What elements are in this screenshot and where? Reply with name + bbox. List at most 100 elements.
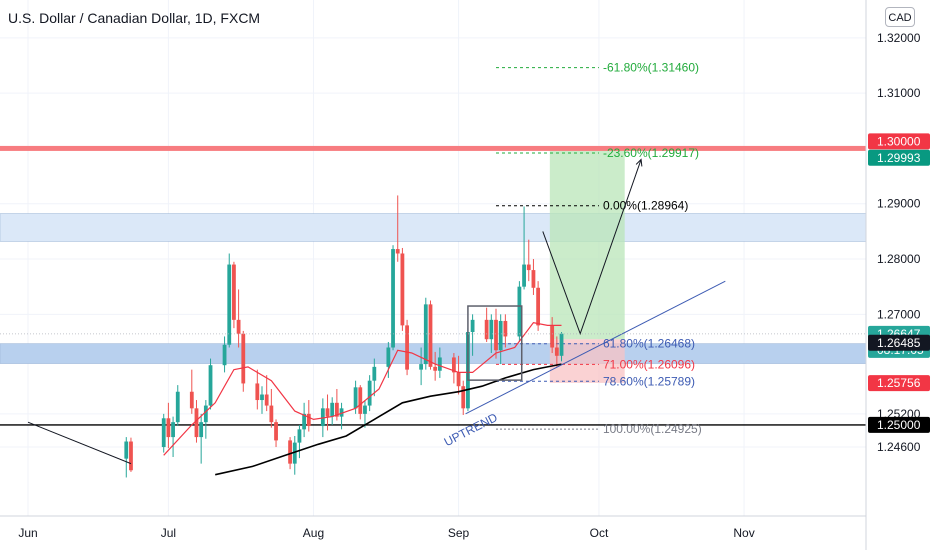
candle-body — [531, 270, 536, 288]
chart-title: U.S. Dollar / Canadian Dollar, 1D, FXCM — [8, 10, 261, 26]
uptrend-label: UPTREND — [442, 410, 500, 449]
price-label-bg — [868, 334, 930, 351]
candle-body — [423, 304, 428, 365]
projection-arrow-icon — [635, 158, 643, 167]
candle-body — [554, 347, 559, 356]
candle-body — [550, 325, 555, 348]
support-resistance-zone — [0, 343, 866, 364]
downtrend-line — [27, 421, 132, 465]
candle-body — [386, 347, 391, 367]
candle-body — [302, 413, 307, 430]
candle-body — [391, 249, 395, 348]
projection-path — [542, 159, 642, 336]
price-label-badge: 1.29993 — [868, 149, 930, 166]
candle-body — [470, 319, 475, 333]
candle-body — [498, 320, 503, 351]
candle-body — [400, 253, 405, 326]
candle-body — [208, 365, 213, 406]
y-tick-label: 1.28000 — [877, 252, 921, 266]
fib-level-label: 78.60%(1.25789) — [603, 374, 695, 388]
price-label-text: 1.26485 — [877, 336, 921, 350]
candle-body — [203, 405, 208, 423]
candle-body — [269, 405, 274, 423]
candle-body — [395, 249, 400, 254]
candle-body — [260, 394, 264, 401]
candle-body — [330, 402, 335, 417]
candle-body — [292, 442, 297, 464]
fib-level-label: 0.00%(1.28964) — [603, 199, 688, 213]
candle-body — [494, 319, 498, 351]
candle-body — [456, 372, 461, 387]
candle-body — [175, 391, 180, 423]
candle-body — [288, 440, 292, 464]
y-tick-label: 1.27000 — [877, 307, 921, 321]
fib-level-label: 61.80%(1.26468) — [603, 337, 695, 351]
currency-badge[interactable]: CAD — [885, 7, 915, 27]
fib-level-label: -23.60%(1.29917) — [603, 146, 699, 160]
candle-body — [451, 357, 456, 373]
candle-body — [166, 418, 171, 438]
candle-body — [559, 333, 564, 356]
candle-body — [419, 364, 424, 370]
candle-body — [274, 422, 278, 441]
candle-body — [363, 405, 367, 414]
price-label-bg — [868, 416, 930, 433]
candle-body — [241, 333, 246, 384]
candle-body — [372, 366, 377, 381]
price-label-text: 1.25756 — [877, 376, 921, 390]
candle-body — [320, 408, 325, 427]
candle-body — [124, 441, 129, 459]
candle-body — [236, 319, 241, 334]
price-label-text: 1.30000 — [877, 134, 921, 148]
price-label-badge: 1.26485 — [868, 334, 930, 351]
target-zone — [549, 148, 625, 340]
y-tick-label: 1.31000 — [877, 86, 921, 100]
candle-body — [405, 325, 409, 370]
x-tick-label: Oct — [590, 526, 609, 540]
candle-body — [428, 304, 433, 367]
candle-body — [222, 344, 227, 366]
candle-body — [517, 286, 522, 337]
x-tick-label: Sep — [448, 526, 470, 540]
price-label-text: 1.29993 — [877, 151, 921, 165]
price-label-badge: 1.25756 — [868, 375, 930, 392]
candle-body — [526, 264, 531, 271]
y-tick-label: 1.32000 — [877, 31, 921, 45]
fib-level-label: 100.00%(1.24925) — [603, 422, 702, 436]
candle-body — [367, 380, 372, 406]
candle-body — [484, 319, 489, 340]
candle-body — [325, 408, 330, 417]
candle-body — [503, 320, 508, 337]
support-resistance-zone — [0, 213, 866, 242]
price-label-badge: 1.30000 — [868, 133, 930, 150]
candle-body — [171, 422, 175, 438]
x-tick-label: Nov — [733, 526, 754, 540]
y-tick-label: 1.29000 — [877, 197, 921, 211]
consolidation-box — [467, 305, 523, 381]
ema-fast-line — [163, 321, 562, 456]
candle-body — [358, 387, 363, 414]
candle-body — [536, 287, 541, 326]
candle-body — [227, 264, 232, 345]
x-tick-label: Jun — [18, 526, 37, 540]
candle-body — [334, 402, 339, 417]
x-tick-label: Jul — [161, 526, 176, 540]
price-label-bg — [868, 149, 930, 166]
candle-body — [161, 418, 166, 448]
price-label-bg — [868, 133, 930, 150]
fib-level-label: 71.00%(1.26096) — [603, 357, 695, 371]
ema-slow-line — [215, 363, 562, 476]
uptrend-line — [465, 280, 726, 415]
candle-body — [297, 429, 302, 443]
price-label-badge: 1.25000 — [868, 416, 930, 433]
candle-body — [522, 264, 526, 287]
fib-level-label: -61.80%(1.31460) — [603, 61, 699, 75]
y-tick-label: 1.24600 — [877, 440, 921, 454]
candle-body — [232, 264, 236, 320]
candle-body — [339, 408, 344, 417]
candle-body — [433, 366, 438, 371]
candle-body — [353, 387, 358, 409]
x-tick-label: Aug — [303, 526, 324, 540]
